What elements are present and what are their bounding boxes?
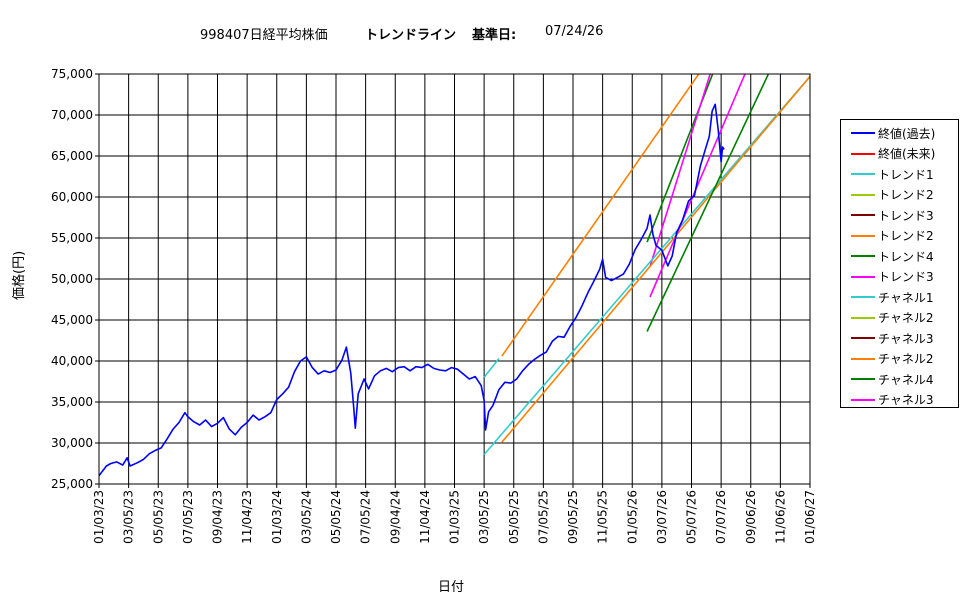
legend-swatch xyxy=(851,255,875,258)
x-tick-label: 03/05/25 xyxy=(477,490,491,544)
legend: 終値(過去) 終値(未来) トレンド1 トレンド2 トレンド3 トレンド2 トレンド4 トレン… xyxy=(840,119,959,408)
legend-label: トレンド2 xyxy=(878,188,934,203)
series-line-0 xyxy=(99,103,725,477)
legend-swatch xyxy=(851,357,875,360)
x-tick-label: 01/03/24 xyxy=(270,490,284,544)
y-tick-label: 45,000 xyxy=(51,313,93,327)
series-line-12 xyxy=(646,74,770,332)
legend-item: トレンド4 xyxy=(841,246,958,267)
x-tick-label: 11/04/24 xyxy=(418,490,432,544)
x-axis-label: 日付 xyxy=(438,580,465,595)
y-tick-label: 55,000 xyxy=(51,231,93,245)
legend-label: チャネル3 xyxy=(878,393,934,408)
legend-label: トレンド1 xyxy=(878,167,934,182)
legend-item: チャネル1 xyxy=(841,287,958,308)
legend-item: トレンド2 xyxy=(841,185,958,206)
legend-label: チャネル1 xyxy=(878,290,934,305)
x-tick-label: 01/05/26 xyxy=(625,490,639,544)
x-tick-label: 09/04/24 xyxy=(388,490,402,544)
x-tick-label: 11/05/25 xyxy=(596,490,610,544)
plot-border xyxy=(98,73,811,485)
series-line-11 xyxy=(501,75,810,443)
x-tick-label: 03/05/24 xyxy=(299,490,313,544)
title-code-name: 998407日経平均株価 xyxy=(200,28,328,43)
legend-item: トレンド3 xyxy=(841,267,958,288)
x-tick-label: 09/06/26 xyxy=(744,490,758,544)
title-base-date: 07/24/26 xyxy=(545,24,604,39)
y-tick-label: 40,000 xyxy=(51,354,93,368)
x-tick-label: 11/06/26 xyxy=(773,490,787,544)
legend-swatch xyxy=(851,234,875,237)
x-tick-label: 05/05/23 xyxy=(151,490,165,544)
legend-label: チャネル4 xyxy=(878,372,934,387)
legend-item: チャネル2 xyxy=(841,308,958,329)
y-tick-label: 50,000 xyxy=(51,272,93,286)
legend-swatch xyxy=(851,398,875,401)
x-tick-label: 03/05/23 xyxy=(122,490,136,544)
x-tick-label: 05/05/25 xyxy=(507,490,521,544)
legend-item: チャネル2 xyxy=(841,349,958,370)
legend-label: 終値(過去) xyxy=(878,126,936,141)
x-tick-label: 07/05/23 xyxy=(181,490,195,544)
legend-label: トレンド4 xyxy=(878,249,934,264)
legend-item: トレンド2 xyxy=(841,226,958,247)
legend-item: トレンド1 xyxy=(841,164,958,185)
y-tick-label: 30,000 xyxy=(51,436,93,450)
x-tick-label: 03/07/26 xyxy=(655,490,669,544)
legend-swatch xyxy=(851,378,875,381)
legend-swatch xyxy=(851,296,875,299)
x-tick-label: 09/05/25 xyxy=(566,490,580,544)
y-tick-label: 65,000 xyxy=(51,149,93,163)
legend-swatch xyxy=(851,214,875,217)
legend-item: チャネル3 xyxy=(841,390,958,411)
x-tick-label: 05/05/24 xyxy=(329,490,343,544)
y-tick-label: 70,000 xyxy=(51,108,93,122)
series-line-8 xyxy=(483,75,810,456)
x-tick-label: 01/03/23 xyxy=(92,490,106,544)
title-base-label: 基準日: xyxy=(472,28,517,43)
y-tick-label: 35,000 xyxy=(51,395,93,409)
series-line-13 xyxy=(649,74,746,298)
legend-label: チャネル3 xyxy=(878,331,934,346)
series-line-2 xyxy=(483,358,500,378)
x-tick-label: 01/03/25 xyxy=(448,490,462,544)
series-line-5 xyxy=(501,74,700,357)
x-tick-label: 07/05/25 xyxy=(536,490,550,544)
legend-label: チャネル2 xyxy=(878,311,934,326)
x-tick-label: 01/06/27 xyxy=(803,490,817,544)
y-tick-label: 60,000 xyxy=(51,190,93,204)
legend-label: トレンド3 xyxy=(878,208,934,223)
legend-label: トレンド2 xyxy=(878,229,934,244)
legend-item: チャネル3 xyxy=(841,328,958,349)
legend-swatch xyxy=(851,173,875,176)
legend-label: 終値(未来) xyxy=(878,147,936,162)
y-axis-label: 価格(円) xyxy=(12,250,27,300)
title-subtitle: トレンドライン xyxy=(365,28,457,43)
x-tick-label: 05/07/26 xyxy=(685,490,699,544)
x-tick-label: 07/05/24 xyxy=(359,490,373,544)
legend-item: トレンド3 xyxy=(841,205,958,226)
x-tick-label: 07/07/26 xyxy=(714,490,728,544)
x-tick-label: 09/04/23 xyxy=(211,490,225,544)
legend-swatch xyxy=(851,316,875,319)
legend-item: チャネル4 xyxy=(841,369,958,390)
y-tick-label: 25,000 xyxy=(51,477,93,491)
legend-swatch xyxy=(851,132,875,135)
series-line-7 xyxy=(649,74,711,267)
legend-swatch xyxy=(851,193,875,196)
legend-item: 終値(未来) xyxy=(841,144,958,165)
x-tick-label: 11/04/23 xyxy=(240,490,254,544)
legend-label: トレンド3 xyxy=(878,270,934,285)
legend-swatch xyxy=(851,275,875,278)
legend-swatch xyxy=(851,152,875,155)
legend-swatch xyxy=(851,337,875,340)
legend-item: 終値(過去) xyxy=(841,123,958,144)
legend-label: チャネル2 xyxy=(878,352,934,367)
y-tick-label: 75,000 xyxy=(51,67,93,81)
